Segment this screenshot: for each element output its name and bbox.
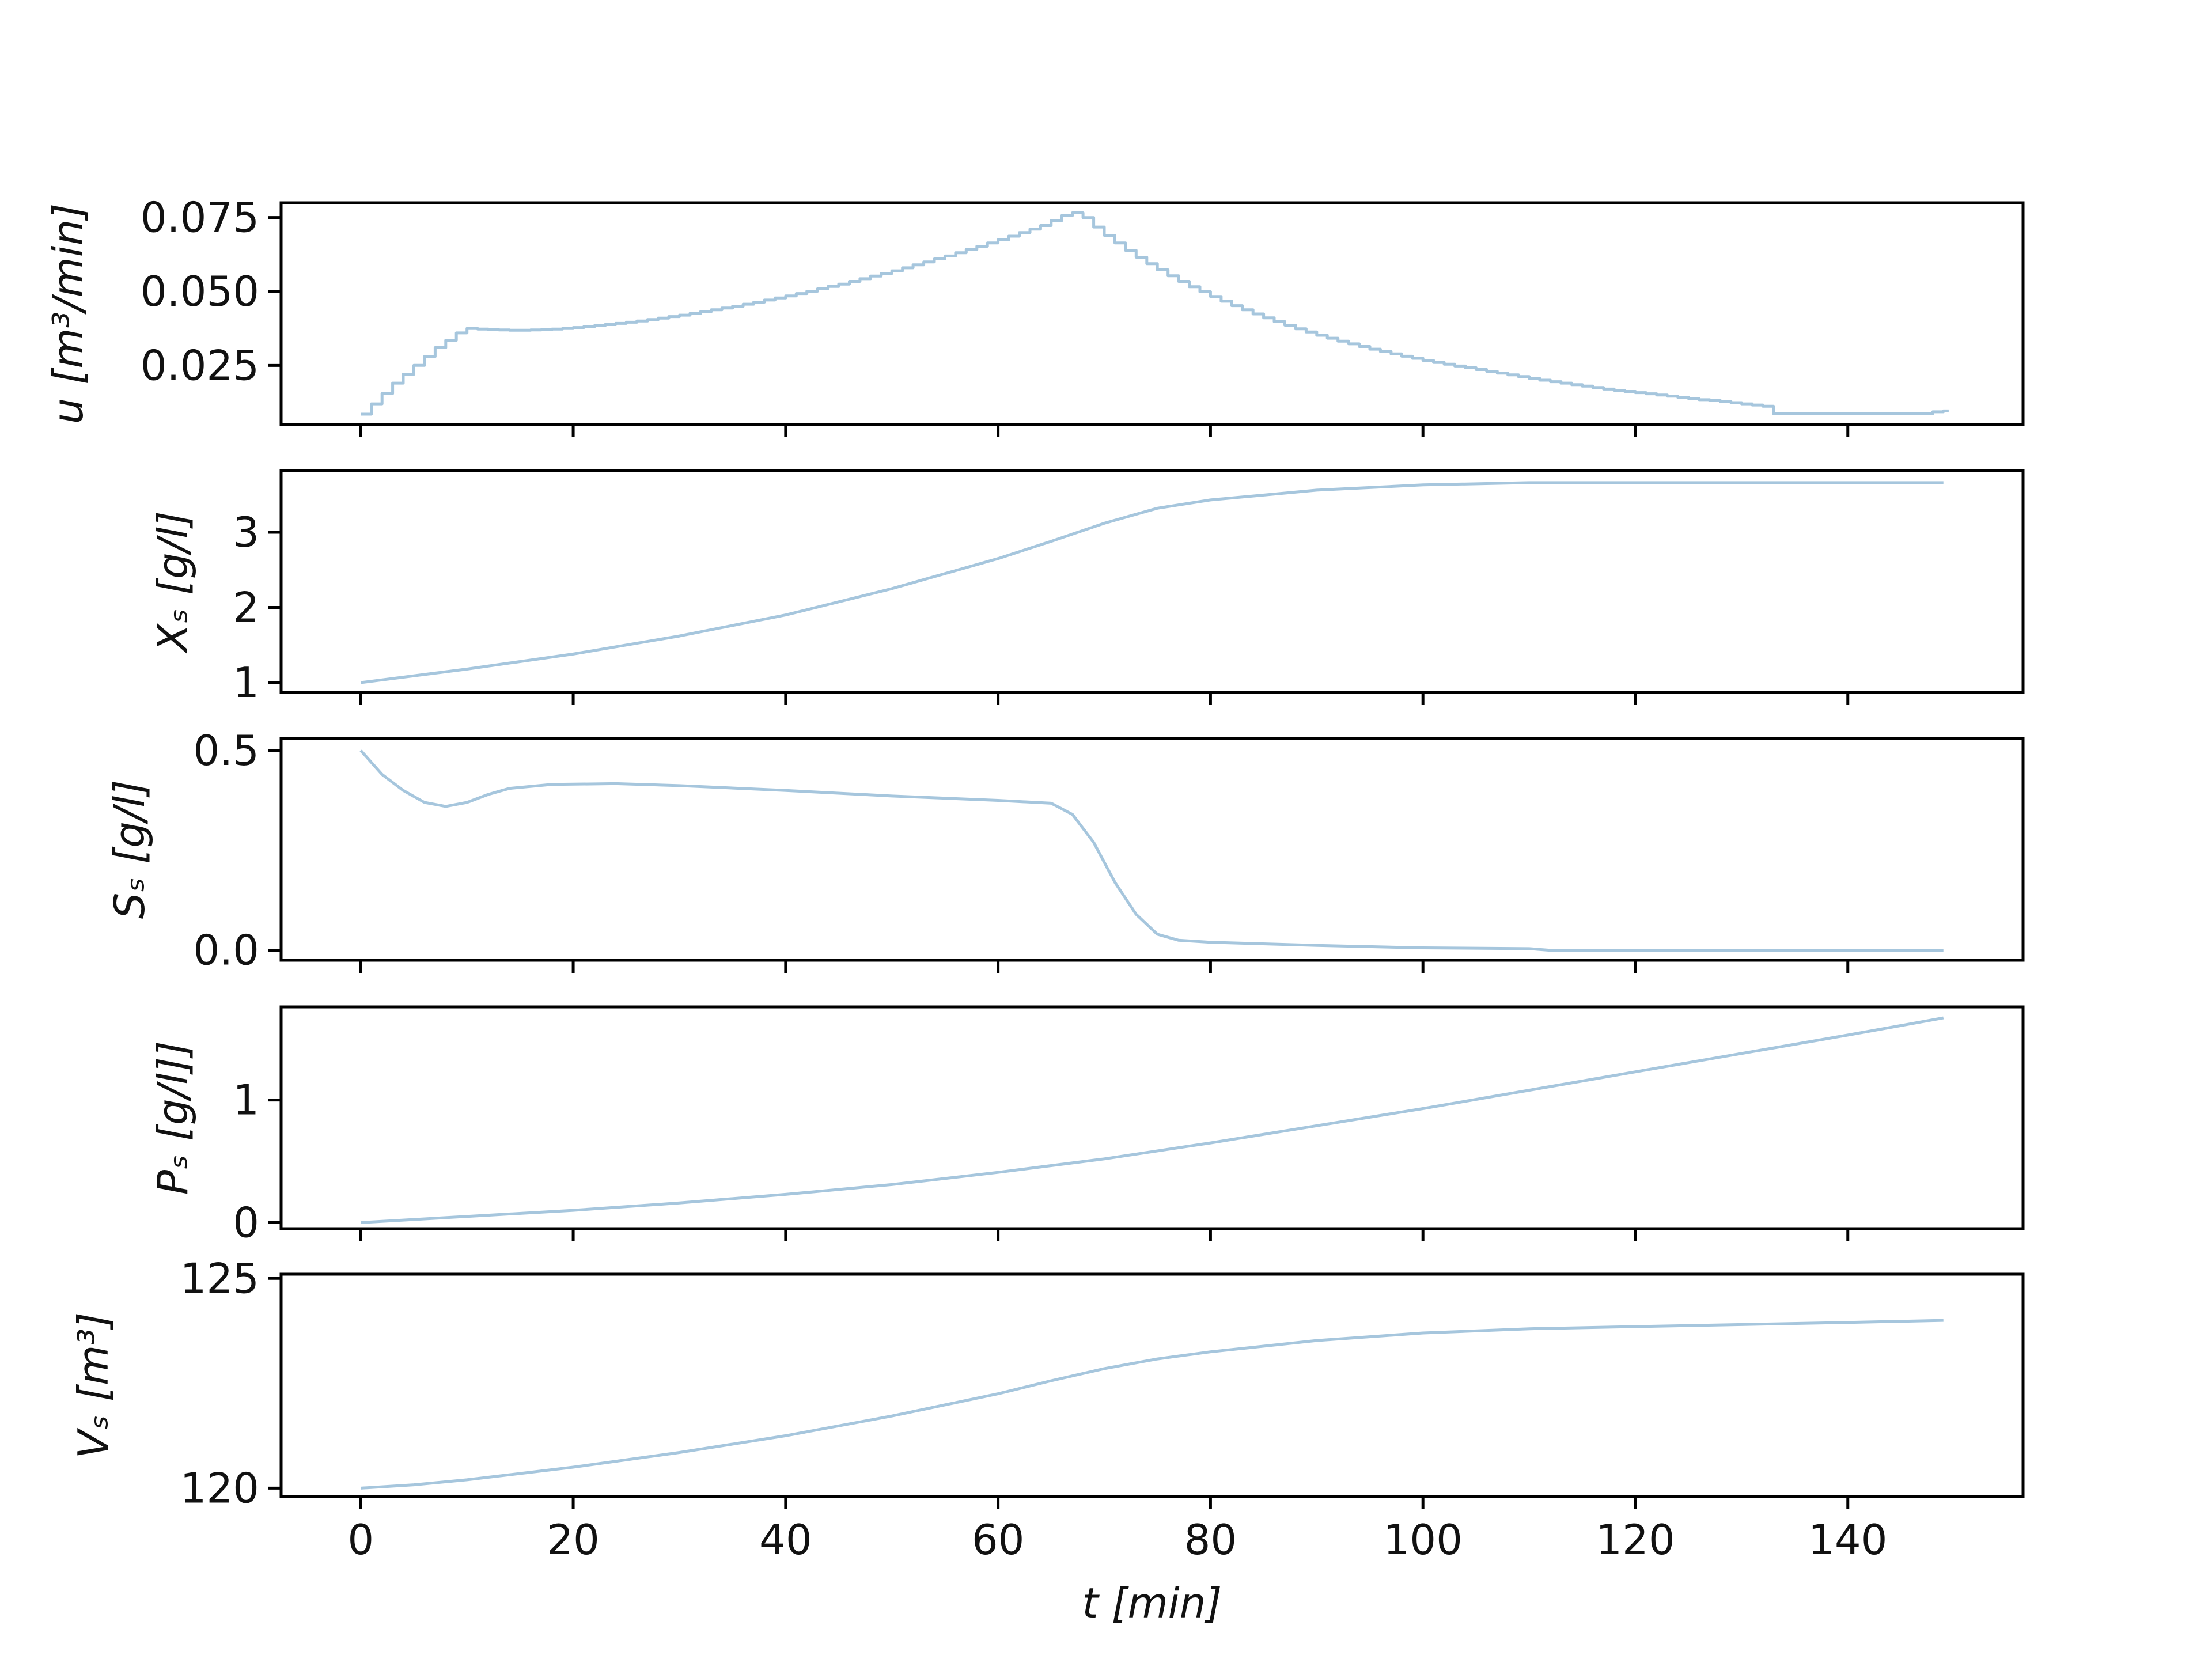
panel-1: 0.025 0.050 0.075 u [m³/min] [44,194,2025,437]
axes-frame [279,469,2025,694]
x-tick-label: 20 [547,1516,600,1564]
panel-2: 1 2 3 Xₛ [g/l] [149,469,2025,707]
y-axis-label: Vₛ [m³] [69,1312,118,1459]
y-axis-label: Pₛ [g/l]] [149,1041,197,1195]
y-tick-label: 0.5 [193,726,259,775]
series-line-2 [360,481,1944,684]
panel-5: 120 125 0 20 40 60 80 100 120 140 Vₛ [m³] t [min] [69,1254,2025,1627]
series-line-4 [361,1016,1944,1224]
x-tick-label: 0 [347,1516,374,1564]
series-line-1 [361,211,1949,416]
x-axis-label: t [min] [1082,1579,1222,1627]
x-tick-label: 80 [1184,1516,1237,1564]
y-tick-label: 1 [233,658,259,707]
y-tick-label: 3 [233,508,259,556]
series-line-3 [359,749,1944,952]
y-axis-label: u [m³/min] [44,203,92,425]
y-tick-label: 0 [233,1198,259,1247]
y-tick-label: 120 [180,1464,259,1512]
axes-frame [279,201,2025,426]
y-tick-label: 0.0 [193,926,259,975]
y-axis-label: Sₛ [g/l] [105,780,154,919]
axes-frame [279,737,2025,962]
y-tick-label: 1 [233,1076,259,1124]
x-tick-label: 120 [1596,1516,1675,1564]
y-tick-label: 0.050 [141,267,259,316]
x-tick-label: 40 [759,1516,812,1564]
x-tick-label: 140 [1808,1516,1887,1564]
y-axis-label: Xₛ [g/l] [149,511,197,654]
y-tick-label: 0.025 [141,341,259,389]
axes-frame [279,1005,2025,1230]
x-tick-label: 100 [1383,1516,1462,1564]
series-line-5 [361,1319,1944,1490]
x-tick-label: 60 [972,1516,1025,1564]
panel-4: 0 1 Pₛ [g/l]] [149,1005,2025,1247]
y-tick-label: 125 [180,1254,259,1302]
axes-frame [279,1272,2025,1498]
y-tick-label: 0.075 [141,194,259,242]
y-tick-label: 2 [233,584,259,632]
panel-3: 0.0 0.5 Sₛ [g/l] [105,726,2025,975]
